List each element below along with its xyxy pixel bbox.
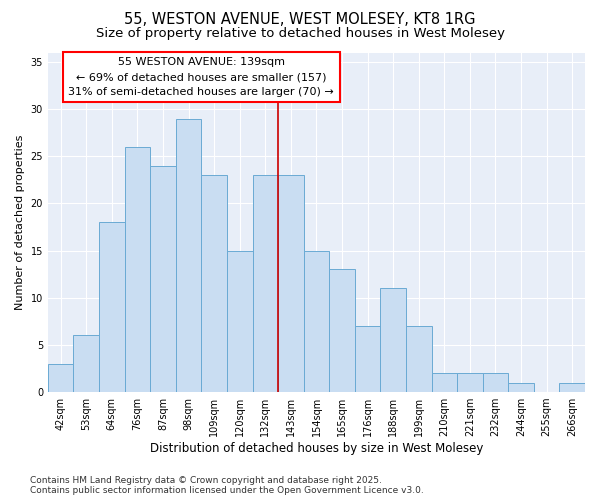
Bar (125, 147, 150, 392)
Bar (99, 222, 125, 392)
Text: 55, WESTON AVENUE, WEST MOLESEY, KT8 1RG: 55, WESTON AVENUE, WEST MOLESEY, KT8 1RG (124, 12, 476, 28)
Bar (202, 175, 227, 392)
Bar (150, 166, 176, 392)
Bar (304, 250, 329, 392)
Bar (329, 270, 355, 392)
Text: 55 WESTON AVENUE: 139sqm
← 69% of detached houses are smaller (157)
31% of semi-: 55 WESTON AVENUE: 139sqm ← 69% of detach… (68, 57, 334, 97)
Bar (278, 175, 304, 392)
Bar (406, 326, 431, 392)
Bar (482, 373, 508, 392)
X-axis label: Distribution of detached houses by size in West Molesey: Distribution of detached houses by size … (150, 442, 483, 455)
Bar (431, 373, 457, 392)
Bar (380, 288, 406, 392)
Bar (227, 250, 253, 392)
Bar (176, 118, 202, 392)
Bar (559, 382, 585, 392)
Bar (457, 373, 482, 392)
Bar (73, 336, 99, 392)
Text: Size of property relative to detached houses in West Molesey: Size of property relative to detached ho… (95, 28, 505, 40)
Text: Contains HM Land Registry data © Crown copyright and database right 2025.
Contai: Contains HM Land Registry data © Crown c… (30, 476, 424, 495)
Bar (253, 175, 278, 392)
Bar (508, 382, 534, 392)
Bar (48, 364, 73, 392)
Bar (355, 326, 380, 392)
Y-axis label: Number of detached properties: Number of detached properties (15, 134, 25, 310)
